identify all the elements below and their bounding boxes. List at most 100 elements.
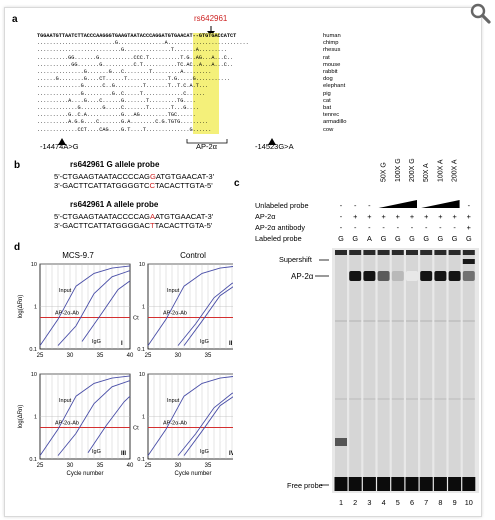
free-probe-band	[419, 477, 433, 491]
subplot-label: I	[121, 341, 123, 347]
ct-label: Ct	[133, 426, 139, 432]
alignment-sequence: ...............G.......G...C........T...…	[37, 69, 212, 75]
alignment-sequence: .........................G..............…	[37, 40, 249, 47]
alignment-row: ...........................G............…	[37, 47, 437, 54]
faint-band	[349, 320, 362, 322]
column-header: 100X G	[395, 158, 402, 182]
faint-band	[349, 398, 362, 400]
lane-marker: G	[395, 234, 401, 243]
y-tick-label: 10	[139, 372, 145, 378]
column-header: 100X A	[437, 159, 444, 182]
gel-well	[420, 250, 433, 255]
amplification-curve	[81, 280, 131, 342]
amplification-curve	[57, 380, 131, 456]
alignment-sequence: TGGAATGTTAATCTTACCCAAGGGTGAAGTAATACCCAGG…	[37, 33, 237, 39]
snp-base: G	[149, 172, 156, 181]
ap2a-band	[391, 271, 404, 281]
free-probe-band	[348, 477, 362, 491]
a-competitor-ramp	[421, 200, 460, 208]
panel-b-label: b	[14, 160, 21, 171]
amplification-curve	[147, 266, 233, 346]
alignment-row: .............G.......G.....C.......T....…	[37, 105, 437, 112]
column-header: 50X A	[423, 163, 430, 182]
subplot-label: II	[229, 341, 233, 347]
magnifier-icon[interactable]	[469, 2, 493, 26]
species-label: mouse	[323, 61, 341, 68]
ap2a-band	[349, 271, 362, 281]
ap2a-band	[377, 271, 390, 281]
x-axis-label: Cycle number	[66, 471, 103, 477]
gel-well	[391, 250, 404, 255]
lane-marker: -	[411, 223, 414, 232]
marker-left-arrow-icon	[58, 133, 66, 151]
alignment-row: ...............G.......G...C........T...…	[37, 69, 437, 76]
lane-number: 7	[424, 498, 428, 507]
amplification-curve	[183, 396, 233, 456]
probe-sequence: 3'-GACTTCATTATGGGGTC	[54, 181, 150, 190]
free-probe-band	[405, 477, 419, 491]
lane-number: 6	[410, 498, 414, 507]
panel-d-label: d	[14, 242, 21, 253]
alignment-row: ..........A.G.G....C.......G.A........C.…	[37, 119, 437, 126]
lane-marker: -	[425, 223, 428, 232]
x-axis-label: Cycle number	[174, 471, 211, 477]
faint-band	[391, 320, 404, 322]
curve-label-igg: IgG	[200, 449, 209, 455]
free-probe-band	[433, 477, 447, 491]
alignment-row: ..........A....G....C......G.......T....…	[37, 98, 437, 105]
faint-band	[335, 320, 347, 322]
snp-base: C	[149, 181, 156, 190]
probe-strand: 5'-CTGAAGTAATACCCCAGAATGTGAACAT-3'	[54, 212, 213, 221]
lane-marker: +	[381, 212, 385, 221]
y-tick-label: 1	[34, 415, 37, 421]
supershift-label: Supershift	[279, 255, 312, 264]
snp-base: A	[149, 212, 156, 221]
motif-label: AP-2α	[196, 142, 218, 151]
lane-marker: G	[466, 234, 472, 243]
curve-label-igg: IgG	[200, 339, 209, 345]
faint-band	[462, 398, 475, 400]
curve-label-ap2: AP-2α-Ab	[55, 311, 79, 317]
lane-marker: +	[467, 212, 471, 221]
x-tick-label: 40	[127, 463, 134, 469]
faint-band	[462, 320, 475, 322]
lane-number: 3	[367, 498, 371, 507]
lane-marker: -	[354, 223, 357, 232]
free-probe-band	[334, 477, 348, 491]
ct-label: Ct	[133, 316, 139, 322]
faint-band	[377, 398, 390, 400]
lane-marker: -	[453, 223, 456, 232]
emsa-panel: 50X G 100X G 200X G 50X A 100X A 200X A Unlabe…	[255, 158, 479, 507]
probe-title: rs642961 A allele probe	[70, 200, 159, 209]
amplification-plot: Ct 10 1 0.125 30 35 40 Input AP-2α-Ab IgG III log(Δ…	[18, 372, 139, 477]
lane-marker: -	[439, 223, 442, 232]
subplot-label: IV	[229, 451, 233, 457]
lane-marker: +	[353, 212, 357, 221]
y-tick-label: 0.1	[137, 347, 145, 353]
amplification-curve	[177, 282, 233, 346]
alignment-row: .............CCT....CAG....G.T....T.....…	[37, 127, 437, 134]
alignment-row: ..........GG.......G...........CCC.T....…	[37, 55, 437, 62]
lane-marker: +	[467, 223, 471, 232]
alignment-sequence: ..........G..C.A...........G...AG.......…	[37, 112, 196, 119]
y-tick-label: 1	[142, 415, 145, 421]
faint-band	[363, 398, 376, 400]
lane-marker: G	[438, 234, 444, 243]
x-tick-label: 30	[175, 353, 182, 359]
faint-band	[377, 320, 390, 322]
gel-lane	[462, 250, 475, 491]
lane-marker: +	[424, 212, 428, 221]
curve-label-ap2: AP-2α-Ab	[163, 421, 187, 427]
gel-lane	[434, 250, 447, 491]
probe-sequence: TACACTTGTA-5'	[155, 181, 213, 190]
probe-sequence: 5'-CTGAAGTAATACCCCAG	[54, 212, 150, 221]
gel-lane	[406, 250, 418, 491]
lane-marker: -	[368, 201, 371, 210]
alignment-row: TGGAATGTTAATCTTACCCAAGGGTGAAGTAATACCCAGG…	[37, 33, 437, 40]
gel-lane	[420, 250, 433, 491]
ap2a-band	[448, 271, 461, 281]
probe-strand: 3'-GACTTCATTATGGGGTCCTACACTTGTA-5'	[54, 181, 213, 190]
species-label: cow	[323, 126, 334, 133]
x-tick-label: 35	[97, 353, 104, 359]
